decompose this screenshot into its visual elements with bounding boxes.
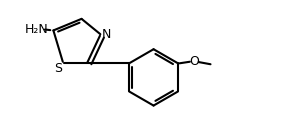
- Text: O: O: [189, 55, 199, 68]
- Text: N: N: [102, 28, 112, 41]
- Text: S: S: [54, 62, 62, 75]
- Text: H₂N: H₂N: [24, 23, 48, 36]
